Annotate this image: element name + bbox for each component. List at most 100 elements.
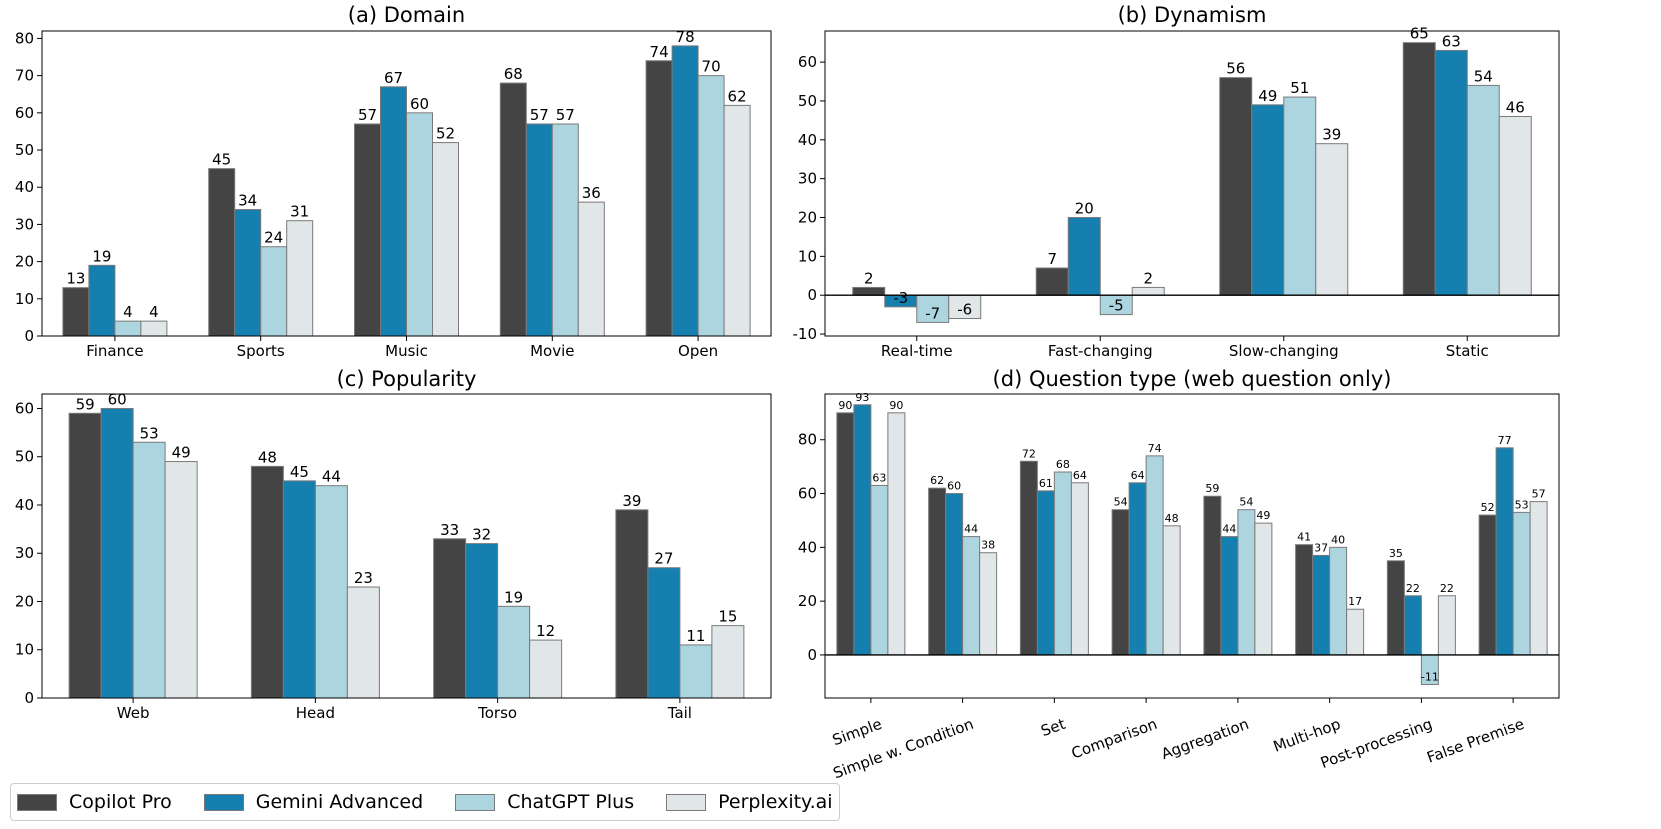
bar-chatgpt-plus-static: [1466, 84, 1500, 296]
bar-value-label: 2: [864, 269, 874, 287]
plot-frame: [41, 393, 772, 699]
bar-gemini-advanced-open: [671, 45, 699, 337]
bar-value-label: 60: [410, 95, 429, 113]
bar-value-label: 34: [238, 192, 257, 210]
legend-label: ChatGPT Plus: [507, 791, 635, 813]
bar-chatgpt-plus-simple-w-condition: [962, 536, 981, 656]
bar-value-label: 17: [1348, 595, 1362, 608]
chart-panel-3: (c) Popularity 0 10 20 30 40 50 60 59 60 53 49 Web 48…: [15, 367, 772, 722]
y-tick-label: 60: [15, 104, 34, 122]
bar-gemini-advanced-static: [1434, 49, 1468, 296]
y-tick-label: 50: [15, 448, 34, 466]
bar-value-label: 74: [650, 43, 669, 61]
bar-copilot-pro-comparison: [1111, 509, 1130, 656]
x-tick-label: Music: [385, 342, 428, 360]
bar-value-label: 68: [1056, 458, 1070, 471]
bar-copilot-pro-aggregation: [1203, 495, 1222, 656]
bar-copilot-pro-slow-changing: [1219, 77, 1253, 296]
bar-copilot-pro-sports: [208, 168, 236, 337]
bar-gemini-advanced-slow-changing: [1251, 104, 1285, 296]
bar-copilot-pro-real-time: [852, 286, 886, 296]
bar-value-label: 33: [440, 521, 459, 539]
bar-value-label: 44: [964, 523, 978, 536]
bar-value-label: -6: [957, 301, 972, 319]
bar-value-label: 57: [358, 106, 377, 124]
bar-perplexity-ai-slow-changing: [1315, 143, 1349, 296]
legend-item-perplexity: Perplexity.ai: [666, 791, 833, 813]
bar-chatgpt-plus-false-premise: [1512, 511, 1531, 656]
bar-copilot-pro-post-processing: [1386, 560, 1405, 656]
bar-perplexity-ai-tail: [711, 625, 745, 699]
bar-value-label: 61: [1039, 477, 1053, 490]
bar-chatgpt-plus-music: [406, 112, 433, 337]
bar-value-label: 59: [76, 395, 95, 413]
bar-value-label: 37: [1314, 541, 1328, 554]
bar-value-label: 48: [1165, 512, 1179, 525]
bar-value-label: 67: [384, 69, 403, 87]
bar-chatgpt-plus-comparison: [1145, 455, 1164, 656]
bar-chatgpt-plus-movie: [551, 123, 579, 337]
bar-value-label: 56: [1226, 60, 1245, 78]
legend: Copilot Pro Gemini Advanced ChatGPT Plus…: [10, 783, 840, 821]
bar-value-label: 12: [536, 622, 555, 640]
bar-value-label: 45: [212, 151, 231, 169]
chart-title: (d) Question type (web question only): [993, 367, 1392, 391]
bar-value-label: 93: [855, 391, 869, 404]
chart-panel-1: (a) Domain 0 10 20 30 40 50 60 70 80 13 19 4 4 Finance…: [15, 3, 772, 360]
bar-chatgpt-plus-finance: [114, 320, 142, 337]
bar-perplexity-ai-finance: [140, 320, 168, 337]
bar-value-label: 70: [702, 58, 721, 76]
bar-perplexity-ai-false-premise: [1529, 501, 1548, 656]
bar-value-label: 19: [504, 588, 523, 606]
bar-chatgpt-plus-set: [1053, 471, 1072, 656]
bar-copilot-pro-static: [1402, 42, 1436, 296]
bar-value-label: 22: [1440, 582, 1454, 595]
bar-value-label: 54: [1114, 496, 1128, 509]
bar-perplexity-ai-head: [346, 586, 380, 699]
bar-value-label: 40: [1331, 533, 1345, 546]
y-tick-label: 80: [15, 29, 34, 47]
y-tick-label: 20: [15, 253, 34, 271]
y-tick-label: 20: [798, 208, 817, 226]
bar-value-label: 49: [1256, 509, 1270, 522]
bar-value-label: 7: [1047, 250, 1057, 268]
bar-value-label: 24: [264, 229, 283, 247]
y-tick-label: 70: [15, 67, 34, 85]
bar-value-label: -5: [1109, 297, 1124, 315]
y-tick-label: 60: [798, 485, 817, 503]
bar-value-label: 90: [889, 399, 903, 412]
bar-copilot-pro-tail: [615, 509, 649, 699]
bar-copilot-pro-open: [645, 60, 673, 337]
bar-value-label: 57: [530, 106, 549, 124]
bar-value-label: 35: [1389, 547, 1403, 560]
bar-value-label: 39: [622, 492, 641, 510]
y-tick-label: 0: [24, 689, 34, 707]
legend-item-gemini-advanced: Gemini Advanced: [203, 791, 423, 813]
bar-value-label: 57: [1532, 488, 1546, 501]
bar-perplexity-ai-movie: [577, 201, 605, 337]
chart-title: (a) Domain: [348, 3, 465, 27]
x-tick-label: False Premise: [1424, 715, 1526, 767]
bar-copilot-pro-web: [68, 412, 102, 699]
chart-panel-4: (d) Question type (web question only) 0 20…: [798, 367, 1560, 782]
bar-value-label: 38: [981, 539, 995, 552]
bar-gemini-advanced-torso: [465, 543, 499, 699]
bar-value-label: 54: [1474, 67, 1493, 85]
y-tick-label: 30: [798, 170, 817, 188]
bar-value-label: 77: [1498, 434, 1512, 447]
y-tick-label: 0: [807, 646, 817, 664]
bar-value-label: 15: [718, 608, 737, 626]
bar-chatgpt-plus-simple: [870, 484, 889, 656]
bar-perplexity-ai-post-processing: [1437, 595, 1456, 656]
legend-swatch-copilot-pro: [17, 793, 57, 811]
bar-value-label: 52: [436, 125, 455, 143]
bar-copilot-pro-movie: [499, 82, 527, 337]
bar-perplexity-ai-static: [1498, 115, 1532, 296]
bar-perplexity-ai-comparison: [1162, 525, 1181, 656]
bar-copilot-pro-set: [1019, 460, 1038, 656]
bar-value-label: 72: [1022, 447, 1036, 460]
y-tick-label: 20: [798, 592, 817, 610]
bar-value-label: 27: [654, 550, 673, 568]
bar-value-label: 64: [1073, 469, 1087, 482]
